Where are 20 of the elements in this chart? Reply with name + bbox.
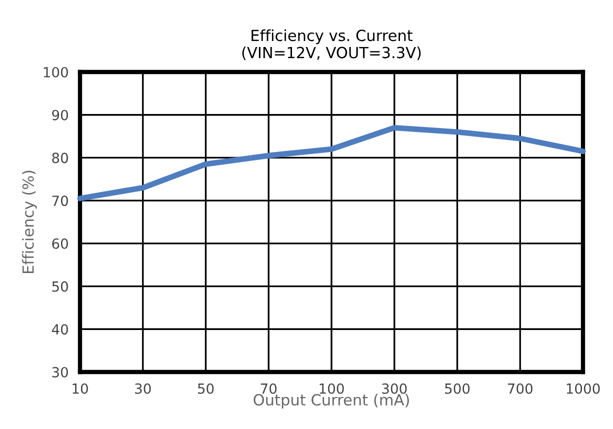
x-tick-label: 700 [508,383,532,394]
x-tick-label: 100 [320,383,344,394]
y-tick-label: 90 [52,110,68,120]
x-tick-label: 50 [198,383,214,394]
y-tick-label: 50 [52,281,68,292]
y-axis-title: Efficiency (%) [22,170,37,274]
x-tick-label: 70 [260,383,277,394]
y-tick-label: 30 [52,366,68,378]
y-tick-label: 80 [52,152,68,164]
x-tick-label: 10 [72,383,88,394]
x-axis-title: Output Current (mA) [254,394,409,409]
x-tick-label: 30 [135,383,151,394]
x-tick-label: 500 [445,383,470,394]
y-tick-label: 100 [44,66,68,78]
chart-title: Efficiency vs. Current (VIN=12V, VOUT=3.3V) [242,29,421,60]
x-tick-label: 300 [382,383,407,394]
y-tick-label: 60 [52,238,68,249]
y-tick-label: 40 [52,324,68,335]
x-tick-label: 1000 [566,383,600,394]
y-tick-label: 70 [52,196,68,206]
